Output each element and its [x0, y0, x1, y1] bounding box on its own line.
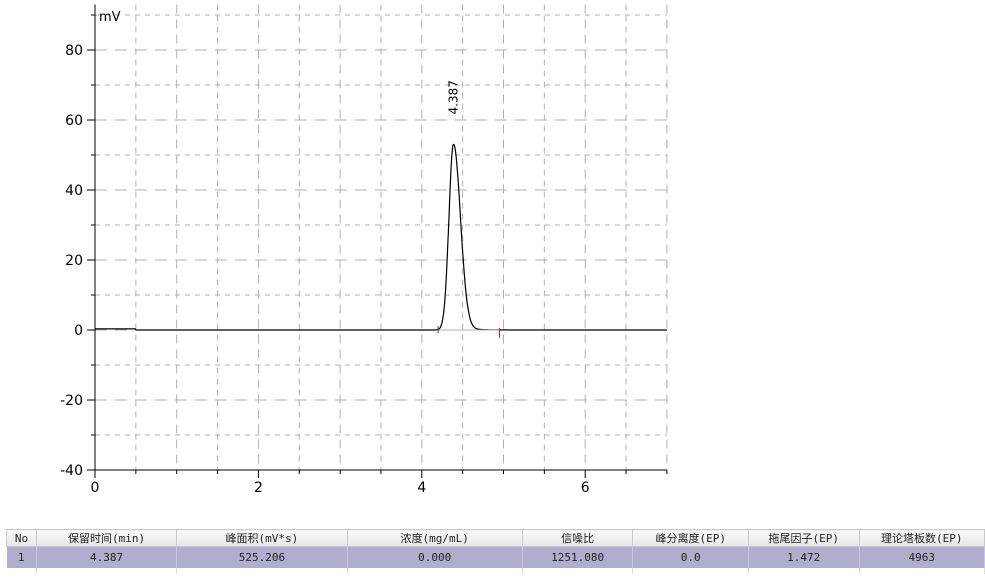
- empty-cell: [859, 568, 985, 574]
- column-header[interactable]: 保留时间(min): [35, 529, 178, 547]
- table-cell: 525.206: [176, 546, 348, 568]
- table-cell: 0.000: [347, 546, 523, 568]
- y-axis-label: mV: [99, 10, 121, 25]
- peak-label: 4.387: [446, 80, 460, 114]
- x-tick-label: 2: [254, 480, 263, 496]
- y-tick-label: -20: [60, 393, 83, 409]
- empty-cell: [36, 568, 178, 574]
- chromatogram-chart: -40 -20 0 20 40 60 80 0 2 4 6 mV 4.387: [60, 4, 668, 496]
- x-tick-label: 4: [417, 480, 426, 496]
- table-cell: 4.387: [36, 546, 178, 568]
- y-tick-label: 40: [65, 183, 83, 199]
- empty-cell: [176, 568, 348, 574]
- table-cell: 1251.080: [522, 546, 634, 568]
- y-tick-label: 0: [74, 323, 83, 339]
- column-header[interactable]: No: [6, 529, 37, 547]
- empty-row: [6, 568, 985, 574]
- empty-cell: [748, 568, 860, 574]
- empty-cell: [6, 568, 37, 574]
- table-cell: 1: [6, 546, 37, 568]
- x-tick-label: 0: [91, 480, 100, 496]
- signal-trace: [95, 143, 667, 331]
- column-header[interactable]: 浓度(mg/mL): [346, 529, 523, 547]
- column-header[interactable]: 理论塔板数(EP): [858, 529, 985, 547]
- table-cell: 4963: [859, 546, 985, 568]
- peak-table: No 保留时间(min) 峰面积(mV*s) 浓度(mg/mL) 信噪比 峰分离度(EP)…: [6, 529, 985, 574]
- x-tick-label: 6: [581, 480, 590, 496]
- table-cell: 1.472: [748, 546, 860, 568]
- empty-cell: [347, 568, 523, 574]
- column-header[interactable]: 峰分离度(EP): [632, 529, 749, 547]
- y-tick-label: 20: [65, 253, 83, 269]
- column-header[interactable]: 拖尾因子(EP): [747, 529, 860, 547]
- table-row[interactable]: 1 4.387 525.206 0.000 1251.080 0.0 1.472 4963: [6, 546, 985, 568]
- y-tick-label: -40: [60, 463, 83, 479]
- column-header[interactable]: 峰面积(mV*s): [176, 529, 348, 547]
- empty-cell: [522, 568, 634, 574]
- y-tick-label: 60: [65, 113, 83, 129]
- table-cell: 0.0: [632, 546, 749, 568]
- y-tick-label: 80: [65, 43, 83, 59]
- column-header[interactable]: 信噪比: [521, 529, 634, 547]
- empty-cell: [632, 568, 749, 574]
